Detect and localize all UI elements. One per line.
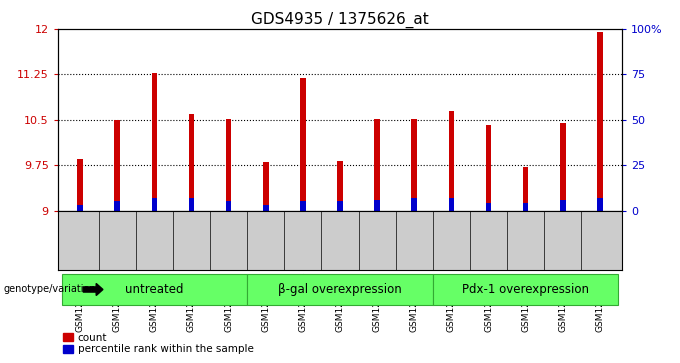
Bar [152,198,157,211]
Bar [375,200,380,211]
Bar [486,125,492,211]
Bar [263,162,269,211]
Bar [247,274,433,305]
Bar [226,119,231,211]
Bar [560,123,566,211]
Bar [449,198,454,211]
Text: Pdx-1 overexpression: Pdx-1 overexpression [462,283,589,296]
Bar [114,120,120,211]
Bar [337,161,343,211]
Bar [433,274,619,305]
Bar [411,198,417,211]
Bar [114,201,120,211]
Bar [300,78,305,211]
Bar [337,201,343,211]
Bar [226,201,231,211]
Bar [375,119,380,211]
Bar [411,119,417,211]
Bar [188,198,194,211]
Bar [560,200,566,211]
Bar [61,274,247,305]
Bar [523,167,528,211]
Bar [300,201,305,211]
Text: β-gal overexpression: β-gal overexpression [278,283,402,296]
Bar [263,205,269,211]
Text: genotype/variation: genotype/variation [3,285,96,294]
Bar [523,203,528,211]
Bar [449,111,454,211]
Bar [78,159,83,211]
Bar [152,73,157,211]
Legend: count, percentile rank within the sample: count, percentile rank within the sample [63,333,254,354]
Bar [486,203,492,211]
FancyArrow shape [83,284,103,295]
Title: GDS4935 / 1375626_at: GDS4935 / 1375626_at [251,12,429,28]
Bar [597,198,602,211]
Bar [597,32,602,211]
Bar [188,114,194,211]
Bar [78,205,83,211]
Text: untreated: untreated [125,283,184,296]
